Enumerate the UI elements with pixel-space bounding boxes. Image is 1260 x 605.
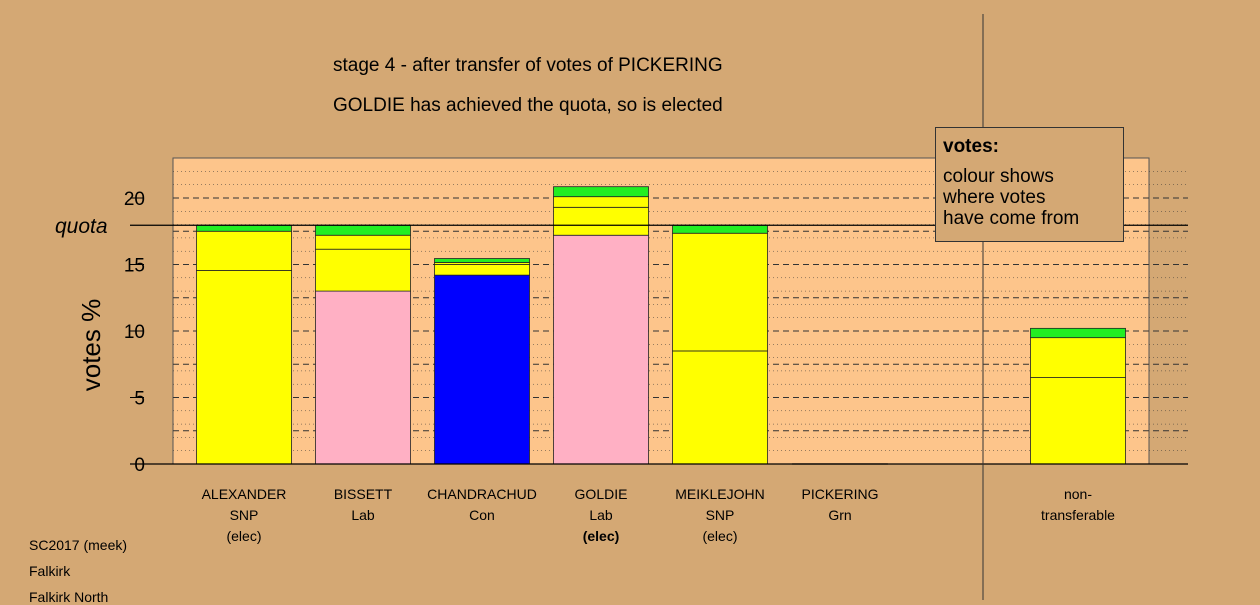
x-axis-labels: ALEXANDER SNP (elec) BISSETT Lab CHANDRACHUD C… [202, 486, 1116, 544]
footer-source: SC2017 (meek) [29, 537, 128, 553]
bar-segment [434, 264, 530, 276]
bars [196, 186, 1126, 465]
elected-status-label: (elec) [702, 528, 737, 544]
bar-segment [1030, 327, 1126, 339]
bar-segment [553, 206, 649, 236]
elected-status-label: (elec) [583, 528, 620, 544]
candidate-name-label: non- [1064, 486, 1092, 502]
y-tick-label: 10 [124, 322, 145, 343]
candidate-name-label: CHANDRACHUD [427, 486, 537, 502]
bar-segment [315, 290, 411, 465]
bar-segment [315, 248, 411, 292]
bar-segment [434, 258, 530, 263]
y-tick-label: 5 [134, 389, 145, 410]
bar-segment [315, 234, 411, 250]
legend-text: colour shows where votes have come from [943, 166, 1080, 229]
bar-segment [672, 350, 768, 465]
party-label: SNP [230, 507, 259, 523]
y-tick-label: 20 [124, 189, 145, 210]
bar-segment [553, 186, 649, 198]
bar-segment [1030, 377, 1126, 465]
candidate-name-label: BISSETT [334, 486, 393, 502]
bar-segment [1030, 337, 1126, 378]
bar-segment [196, 224, 292, 232]
bar-segment [196, 230, 292, 271]
y-axis-label: votes % [76, 299, 106, 392]
quota-label: quota [55, 215, 108, 238]
party-label: SNP [706, 507, 735, 523]
elected-status-label: (elec) [226, 528, 261, 544]
footer-council: Falkirk [29, 563, 71, 579]
bar-segment [196, 270, 292, 465]
bar-segment [553, 196, 649, 208]
bar-segment [434, 274, 530, 465]
candidate-name-label: GOLDIE [575, 486, 628, 502]
party-label: Lab [589, 507, 613, 523]
candidate-name-label: PICKERING [801, 486, 878, 502]
party-label: transferable [1041, 507, 1115, 523]
party-label: Con [469, 507, 495, 523]
chart-subtitle: GOLDIE has achieved the quota, so is ele… [333, 95, 723, 116]
bar-segment [315, 224, 411, 236]
candidate-name-label: ALEXANDER [202, 486, 287, 502]
y-tick-label: 15 [124, 256, 145, 277]
legend-box: votes: colour shows where votes have com… [935, 127, 1124, 242]
party-label: Grn [828, 507, 851, 523]
bar-segment [553, 234, 649, 465]
bar-segment [672, 232, 768, 352]
bar-segment [672, 224, 768, 234]
y-tick-label: 0 [134, 455, 145, 476]
legend-heading: votes: [943, 136, 999, 157]
axes: 0 5 10 15 20 [124, 14, 1188, 600]
footer-ward: Falkirk North [29, 589, 109, 605]
party-label: Lab [351, 507, 375, 523]
candidate-name-label: MEIKLEJOHN [675, 486, 764, 502]
chart-title: stage 4 - after transfer of votes of PIC… [333, 55, 723, 76]
